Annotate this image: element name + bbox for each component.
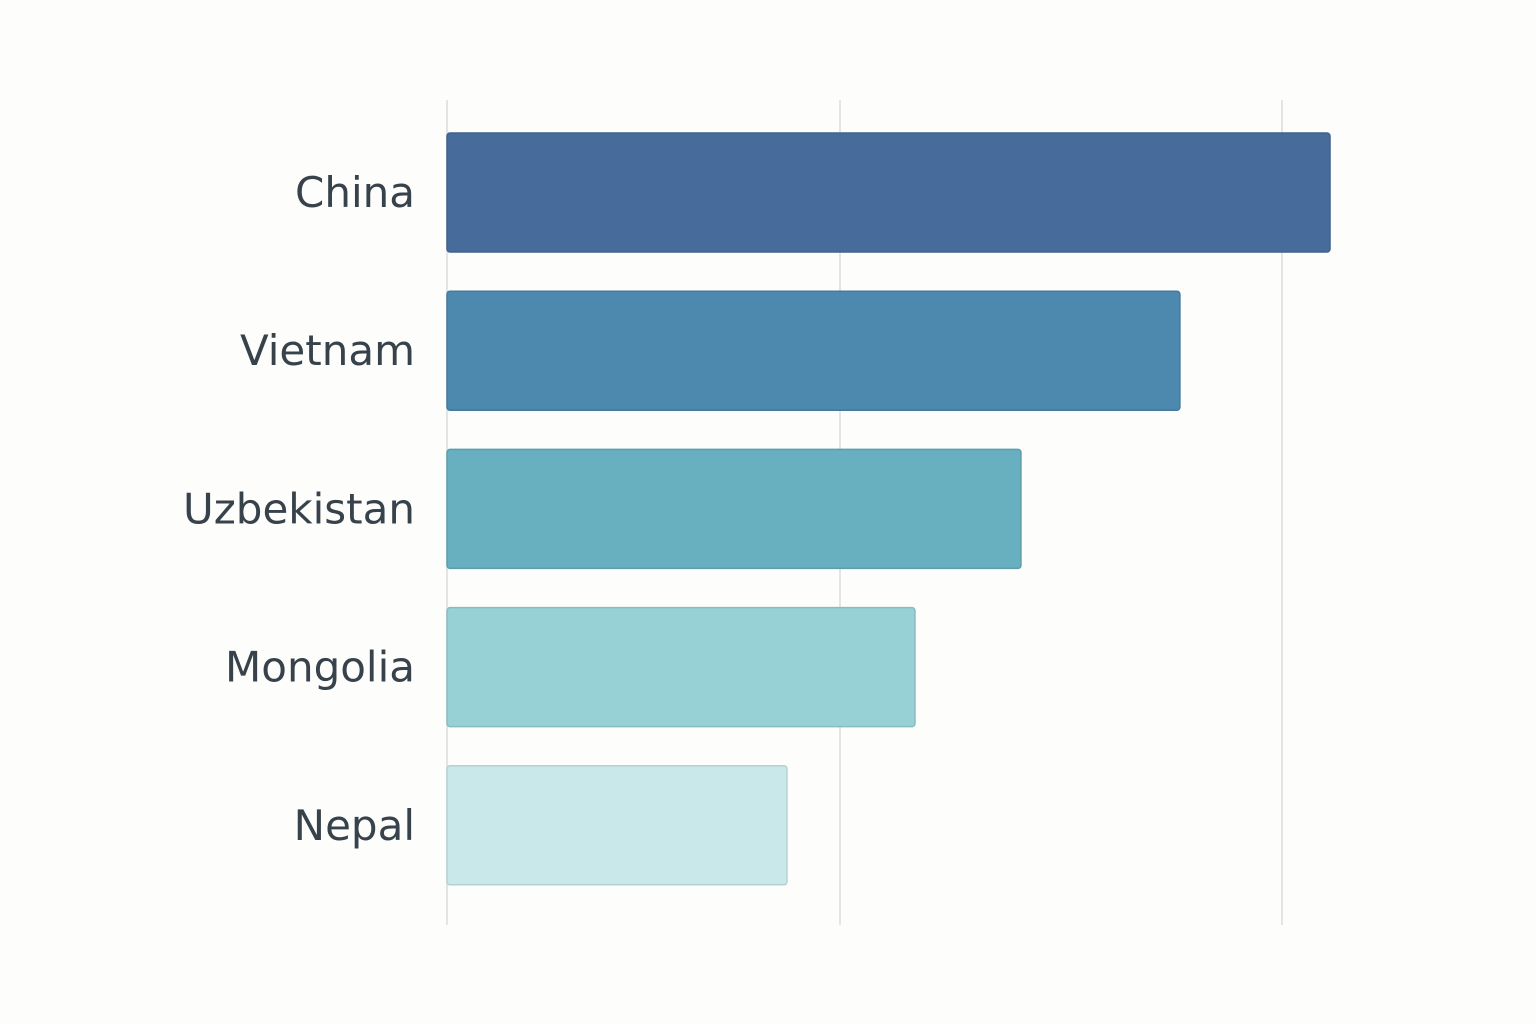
- category-labels: China Vietnam Uzbekistan Mongolia Nepal: [183, 168, 415, 850]
- bar-uzbekistan: [446, 448, 1022, 570]
- bar-vietnam: [446, 290, 1181, 411]
- category-label-vietnam: Vietnam: [240, 326, 415, 375]
- category-label-nepal: Nepal: [294, 801, 415, 850]
- bars: [446, 132, 1331, 886]
- bar-nepal: [446, 765, 788, 886]
- bar-china: [446, 132, 1331, 253]
- category-label-uzbekistan: Uzbekistan: [183, 484, 415, 533]
- category-label-mongolia: Mongolia: [225, 643, 415, 692]
- category-label-china: China: [295, 168, 415, 217]
- bar-mongolia: [446, 606, 916, 728]
